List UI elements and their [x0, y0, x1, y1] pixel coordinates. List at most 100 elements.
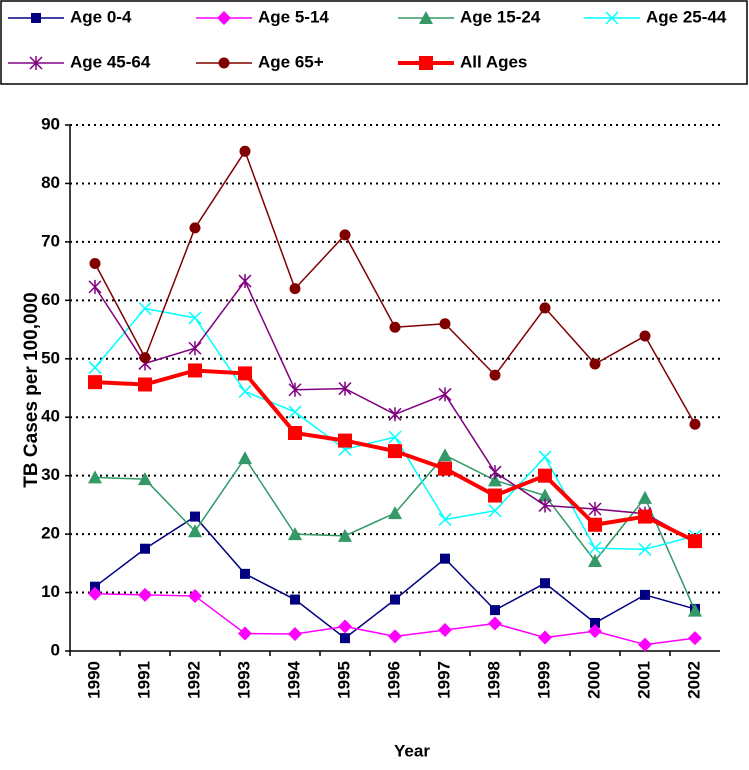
marker [338, 433, 352, 448]
marker [488, 504, 502, 518]
marker [238, 451, 252, 465]
marker [138, 301, 152, 316]
y-tick-label: 0 [51, 640, 60, 659]
x-tick-label: 2001 [634, 661, 653, 699]
marker [188, 363, 202, 378]
legend-box [0, 0, 748, 85]
marker [540, 578, 550, 589]
marker [189, 222, 201, 234]
marker [88, 361, 102, 375]
marker [590, 617, 600, 628]
x-tick-label: 1994 [284, 660, 303, 698]
legend-label: Age 15-24 [460, 7, 541, 26]
x-tick-label: 1996 [384, 661, 403, 699]
legend-label: Age 45-64 [70, 52, 151, 71]
marker [638, 542, 652, 556]
marker [339, 229, 351, 241]
y-tick-label: 40 [41, 407, 60, 426]
marker [689, 418, 701, 430]
marker [188, 311, 202, 325]
marker [538, 468, 552, 483]
y-tick-label: 50 [41, 348, 60, 367]
y-tick-label: 60 [41, 290, 60, 309]
y-tick-label: 70 [41, 231, 60, 250]
marker [88, 586, 102, 601]
marker [338, 528, 352, 542]
y-axis-title: TB Cases per 100,000 [21, 292, 42, 487]
marker [488, 616, 502, 631]
marker [90, 581, 100, 592]
y-tick-label: 80 [41, 173, 60, 192]
marker [89, 258, 101, 270]
marker [438, 622, 452, 637]
legend-marker [29, 56, 43, 70]
x-tick-label: 1993 [234, 661, 253, 699]
marker [140, 543, 150, 554]
marker [538, 498, 552, 513]
marker [138, 377, 152, 392]
legend-marker [218, 57, 230, 69]
marker [688, 631, 702, 646]
marker [338, 619, 352, 634]
legend-label: Age 65+ [258, 52, 324, 71]
marker [638, 490, 652, 504]
marker [338, 381, 352, 396]
marker [389, 321, 401, 333]
marker [340, 633, 350, 644]
legend-marker [419, 56, 433, 70]
marker [188, 524, 202, 538]
legend-label: Age 0-4 [70, 7, 132, 26]
marker [538, 488, 552, 502]
marker [588, 501, 602, 516]
marker [238, 366, 252, 381]
marker [239, 145, 251, 157]
marker [488, 473, 502, 487]
x-tick-label: 1998 [484, 661, 503, 699]
y-tick-label: 20 [41, 524, 60, 543]
marker [88, 375, 102, 390]
marker [538, 630, 552, 645]
legend-label: All Ages [460, 52, 527, 71]
series-line [94, 149, 696, 425]
legend-marker [419, 11, 433, 24]
y-tick-label: 10 [41, 582, 60, 601]
marker [188, 589, 202, 604]
legend-marker [217, 11, 231, 25]
x-tick-label: 1991 [134, 661, 153, 699]
marker [439, 318, 451, 330]
x-tick-label: 1992 [184, 661, 203, 699]
marker [240, 568, 250, 579]
marker [88, 279, 102, 294]
marker [289, 283, 301, 295]
marker [638, 509, 652, 524]
legend-marker [605, 11, 619, 25]
legend-marker [31, 13, 41, 23]
series-line [94, 454, 696, 611]
marker [288, 527, 302, 541]
marker [390, 594, 400, 605]
marker [288, 627, 302, 642]
x-tick-label: 2002 [684, 661, 703, 699]
marker [388, 444, 402, 459]
y-tick-label: 30 [41, 465, 60, 484]
marker [438, 387, 452, 402]
marker [288, 382, 302, 397]
legend-label: Age 25-44 [646, 7, 727, 26]
x-axis-title: Year [394, 741, 430, 760]
marker [238, 274, 252, 289]
marker [288, 405, 302, 419]
marker [438, 448, 452, 462]
marker [388, 430, 402, 444]
marker [288, 426, 302, 441]
marker [588, 517, 602, 532]
marker [190, 511, 200, 522]
marker [238, 384, 252, 399]
marker [238, 626, 252, 641]
marker [490, 605, 500, 616]
marker [388, 629, 402, 644]
legend-label: Age 5-14 [258, 7, 329, 26]
marker [639, 330, 651, 342]
marker [440, 553, 450, 564]
x-tick-label: 1997 [434, 661, 453, 699]
